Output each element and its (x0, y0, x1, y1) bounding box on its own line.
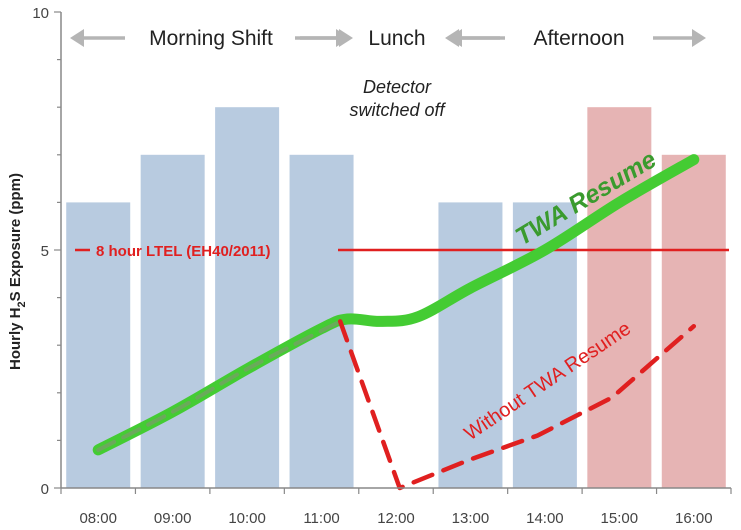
ltel-layer: 8 hour LTEL (EH40/2011) (75, 243, 729, 260)
x-tick-label: 13:00 (452, 510, 490, 527)
y-tick-label: 0 (41, 481, 49, 498)
series-line-1 (96, 319, 343, 452)
x-tick-label: 08:00 (79, 510, 117, 527)
shift-bands: Morning Shift Lunch Afternoon (70, 27, 706, 50)
lunch-arrow-left-head (339, 29, 353, 47)
x-tick-label: 12:00 (377, 510, 415, 527)
series-line-0 (92, 154, 700, 456)
bar-1000 (215, 107, 280, 488)
x-tick-label: 09:00 (154, 510, 192, 527)
shift-band-label: Morning Shift (149, 27, 273, 50)
axes-layer: 0 5 10 08:00 09:00 10:00 11:00 12:00 13:00 14:00 1… (32, 5, 732, 527)
bar-1500 (587, 107, 652, 488)
x-tick-label: 16:00 (675, 510, 713, 527)
y-axis-label: Hourly H2S Exposure (ppm) (7, 173, 28, 370)
shift-band-arrow-2-1-head (692, 29, 706, 47)
bar-1300 (438, 202, 503, 488)
x-tick-label: 14:00 (526, 510, 564, 527)
bar-0900 (140, 154, 205, 489)
x-tick-label: 10:00 (228, 510, 266, 527)
y-axis-label-subscript: 2 (16, 301, 28, 307)
shift-band-arrow-0-0-head (70, 29, 84, 47)
y-tick-label: 10 (32, 5, 49, 22)
y-tick-label: 5 (41, 243, 49, 260)
shift-band-label: Lunch (368, 27, 425, 50)
ltel-label: 8 hour LTEL (EH40/2011) (96, 243, 271, 260)
detector-note-line1: Detector (363, 77, 432, 97)
shift-band-label: Afternoon (533, 27, 624, 50)
lunch-arrow-right-head (445, 29, 459, 47)
series-layer (92, 154, 700, 491)
bar-1600 (661, 154, 726, 489)
x-tick-label: 11:00 (303, 510, 339, 527)
y-axis-label-rest: S Exposure (ppm) (7, 173, 24, 301)
x-tick-label: 15:00 (601, 510, 639, 527)
bars-layer (66, 107, 726, 489)
detector-note-line2: switched off (349, 100, 446, 120)
y-axis-label-main: Hourly H (7, 307, 24, 370)
series-line-2 (337, 319, 697, 491)
